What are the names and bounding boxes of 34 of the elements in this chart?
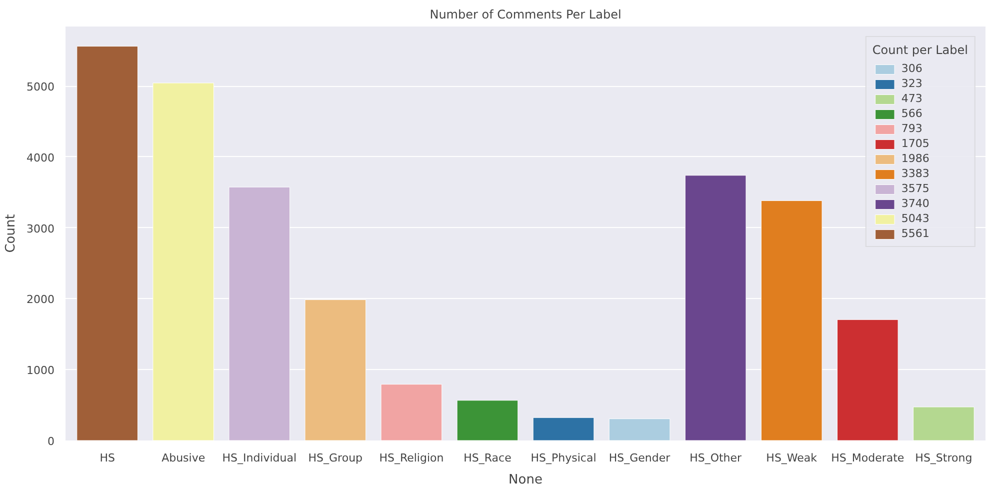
x-tick-label: HS_Group [308,452,363,464]
chart-title: Number of Comments Per Label [430,8,622,22]
y-axis-title: Count [4,214,19,253]
y-tick-label: 4000 [26,151,55,164]
x-tick-label: HS_Individual [222,452,297,464]
legend-label: 793 [901,122,922,135]
y-tick-label: 5000 [26,80,55,94]
x-tick-label: HS_Gender [608,452,671,464]
legend-label: 306 [901,62,922,75]
legend-label: 5043 [901,212,930,225]
x-tick-label: HS_Race [464,452,512,464]
x-axis-title: None [508,472,542,488]
legend-label: 3575 [901,182,930,195]
legend-label: 5561 [901,227,930,240]
x-tick-label: Abusive [162,452,206,464]
x-tick-label: HS_Moderate [831,452,904,464]
y-tick-label: 0 [48,435,54,448]
x-tick-label: HS_Physical [530,452,596,464]
x-tick-label: HS_Other [690,452,742,464]
legend-label: 3740 [901,197,930,210]
y-tick-label: 3000 [26,222,55,236]
x-tick-label: HS_Religion [379,452,444,464]
x-tick-label: HS_Strong [915,452,972,464]
x-tick-label: HS_Weak [766,452,818,464]
legend-label: 323 [901,77,922,90]
legend-label: 1705 [901,137,930,150]
legend-label: 473 [901,92,922,105]
y-tick-label: 2000 [26,293,55,306]
legend-title: Count per Label [872,43,968,57]
legend-label: 1986 [901,152,930,165]
legend-label: 566 [901,107,922,120]
x-tick-label: HS [100,452,115,464]
legend-label: 3383 [901,167,930,180]
y-tick-label: 1000 [26,364,55,378]
